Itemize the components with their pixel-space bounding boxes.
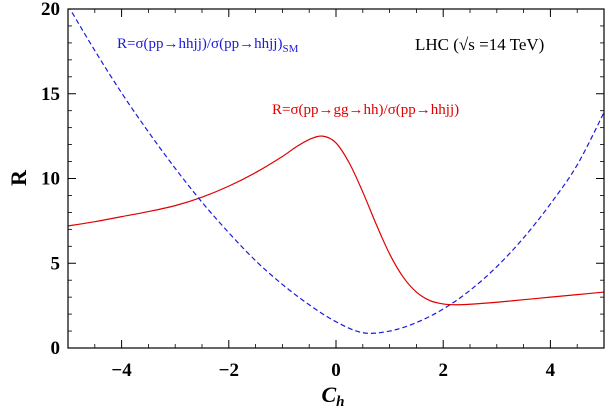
y-tick-label: 15 — [41, 84, 60, 105]
ggf-ratio-curve — [68, 135, 604, 306]
x-tick-label: −4 — [111, 360, 132, 381]
x-tick-label: −2 — [219, 360, 239, 381]
vbf-ratio-curve — [69, 9, 604, 334]
plot-border — [67, 8, 605, 349]
y-tick-label: 5 — [51, 253, 61, 274]
ticks-layer: −4 −2 0 2 4 0 5 10 15 20 — [41, 0, 605, 381]
vbf-ratio-label: R=σ(pp→hhjj)/σ(pp→hhjj)SM — [117, 36, 299, 55]
x-tick-label: 0 — [331, 360, 341, 381]
ggf-ratio-label: R=σ(pp→gg→hh)/σ(pp→hhjj) — [272, 102, 459, 118]
curves-layer — [68, 9, 604, 334]
x-axis-title: Ch — [321, 382, 344, 410]
y-axis-title: R — [6, 169, 31, 186]
lhc-energy-label: LHC (√s =14 TeV) — [415, 35, 544, 54]
y-tick-label: 10 — [41, 169, 60, 190]
y-tick-label: 20 — [41, 0, 60, 20]
plot-frame — [67, 8, 605, 349]
y-tick-label: 0 — [51, 338, 61, 359]
x-tick-label: 4 — [546, 360, 556, 381]
x-tick-label: 2 — [438, 360, 448, 381]
